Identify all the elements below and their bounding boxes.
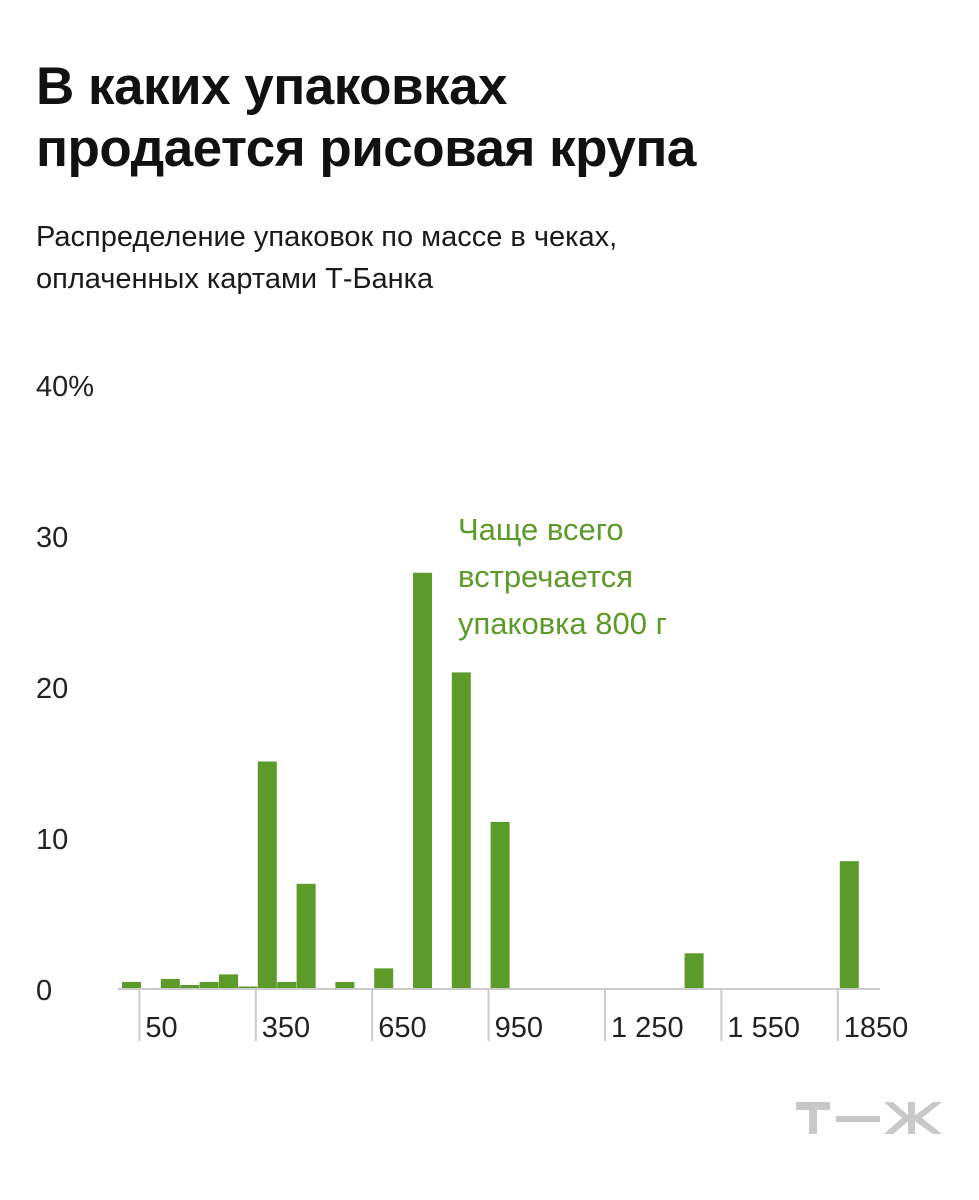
y-tick-label: 20 [36, 673, 68, 705]
y-tick-label: 0 [36, 975, 52, 1007]
annotation-text: Чаще всего встречается упаковка 800 г [458, 512, 667, 641]
x-tick-label: 650 [378, 1012, 426, 1044]
x-tick-label: 1850 [844, 1012, 909, 1044]
bar [335, 981, 355, 988]
bar [684, 953, 704, 988]
bar [257, 761, 277, 988]
t-zh-logo-icon [796, 1102, 942, 1134]
bar [122, 981, 141, 988]
annotation-line: встречается [458, 559, 633, 594]
x-tick-label: 1 250 [611, 1012, 684, 1044]
y-tick-label: 40% [36, 371, 94, 403]
chart-subtitle-line-2: оплаченных картами Т‑Банка [36, 263, 434, 295]
annotation-line: упаковка 800 г [458, 606, 667, 641]
bar [413, 572, 432, 988]
x-tick-label: 1 550 [727, 1012, 800, 1044]
bar [219, 974, 238, 988]
bar [374, 968, 394, 988]
bar [199, 981, 219, 988]
bar [451, 672, 471, 988]
x-tick-label: 350 [262, 1012, 310, 1044]
annotation-line: Чаще всего [458, 512, 624, 547]
chart-title-line-1: В каких упаковках [36, 57, 508, 116]
chart-subtitle-line-1: Распределение упаковок по массе в чеках, [36, 221, 618, 253]
y-tick-label: 30 [36, 522, 68, 554]
x-tick-label: 50 [145, 1012, 177, 1044]
x-tick-label: 950 [495, 1012, 543, 1044]
bar [490, 821, 510, 988]
chart-title: В каких упаковках продается рисовая круп… [36, 56, 936, 180]
chart-title-line-2: продается рисовая крупа [36, 119, 696, 178]
bar-chart: 0 10 20 30 40% 50 350 650 950 1 250 1 550 1850 Чаще … [36, 371, 909, 1044]
chart-subtitle: Распределение упаковок по массе в чеках,… [36, 216, 936, 300]
y-tick-label: 10 [36, 824, 68, 856]
bar [238, 986, 258, 988]
bar [160, 978, 180, 988]
bar [277, 981, 297, 988]
bar [839, 861, 859, 988]
bar [180, 984, 200, 988]
bar [296, 883, 316, 988]
